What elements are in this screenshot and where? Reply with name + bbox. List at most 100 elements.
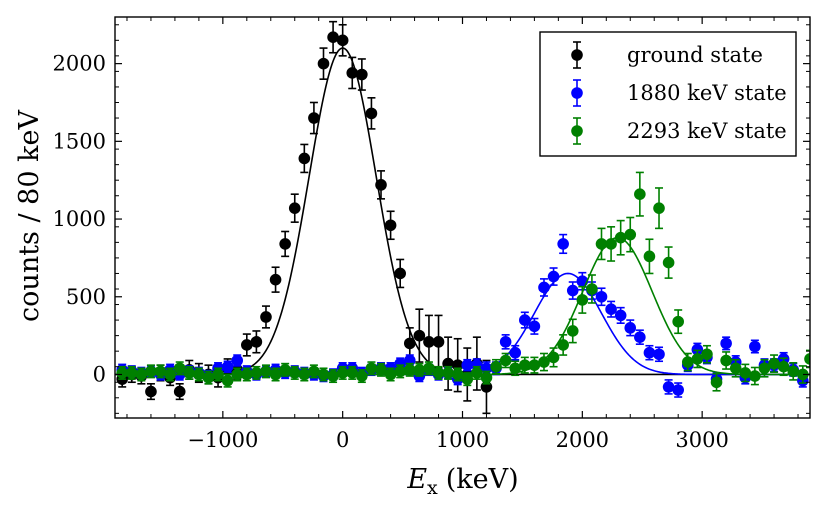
legend-entry: 2293 keV state [571,117,787,145]
legend-label: 2293 keV state [627,119,787,143]
marker [739,367,752,379]
data-point [653,187,665,230]
marker [634,331,646,343]
data-point [125,365,138,380]
marker [509,346,522,359]
data-point [260,305,272,329]
marker [269,273,282,286]
data-point [758,358,771,378]
marker [595,290,608,303]
marker [797,368,809,381]
data-point [193,367,205,382]
marker [509,362,522,375]
data-point [547,267,560,286]
data-point [327,369,339,384]
data-point [231,367,244,382]
marker [749,340,761,353]
data-point [346,365,359,380]
marker [145,365,157,378]
x-tick-label: −1000 [187,428,258,452]
y-tick-label: 500 [66,285,106,309]
data-point [154,364,167,379]
data-point [279,230,291,258]
data-point [643,238,656,275]
marker [586,283,598,295]
marker [279,364,291,376]
data-point [432,314,445,370]
x-axis-label: Ex (keV) [406,464,518,499]
marker [250,336,263,348]
marker [173,362,186,375]
marker [672,315,684,328]
data-point [212,367,224,382]
marker [279,238,291,250]
data-point [528,356,541,374]
marker [643,346,656,359]
x-axis-label-sub: x [427,477,438,499]
marker [461,359,474,371]
data-point [681,352,694,372]
legend-label: ground state [627,43,763,67]
marker [691,353,704,365]
marker [624,228,637,241]
data-point [403,362,416,377]
data-point [749,366,761,386]
data-point [375,362,387,377]
data-point [768,354,780,373]
data-point [241,333,253,357]
legend: ground state 1880 keV state 2293 keV state [539,31,797,157]
marker [605,238,617,250]
marker [164,368,176,381]
data-point [269,266,282,293]
marker [394,365,406,378]
data-point [634,329,646,345]
marker [260,365,272,378]
data-point [557,233,569,255]
data-point [662,246,675,279]
data-point [403,327,416,360]
data-point [432,365,445,380]
marker [768,357,780,370]
data-point [605,226,617,262]
data-point [519,311,531,329]
data-point [308,101,320,135]
marker [202,371,215,384]
legend-entry: ground state [571,41,763,69]
data-point [288,365,301,380]
data-point [135,367,148,382]
data-point [797,365,809,384]
marker [336,34,349,47]
data-point [720,351,732,370]
data-point [336,365,349,380]
marker [701,348,713,361]
marker [653,348,665,361]
data-point [384,367,397,382]
data-point [116,365,128,380]
marker [634,188,646,200]
marker [403,364,416,376]
x-axis-label-unit: (keV) [446,464,519,495]
data-point [787,362,800,381]
data-point [461,372,474,387]
data-point [586,274,598,304]
marker [471,367,483,379]
data-point [298,367,311,382]
legend-entry: 1880 keV state [571,79,787,107]
marker [308,365,320,378]
data-point [519,356,531,374]
marker [480,371,493,384]
data-point [566,281,579,300]
data-point [221,373,234,388]
marker [241,368,253,381]
data-point [327,20,339,54]
marker [758,362,771,375]
marker [528,320,541,333]
axes: −1000 0 1000 2000 3000 0 500 1000 1500 2000 [53,16,811,452]
data-point [480,370,493,385]
data-point [260,364,272,379]
marker [804,353,810,365]
x-tick-label: 2000 [556,428,609,452]
x-axis-label-main: E [406,464,427,495]
plot-area [115,20,810,415]
data-point [298,143,311,174]
